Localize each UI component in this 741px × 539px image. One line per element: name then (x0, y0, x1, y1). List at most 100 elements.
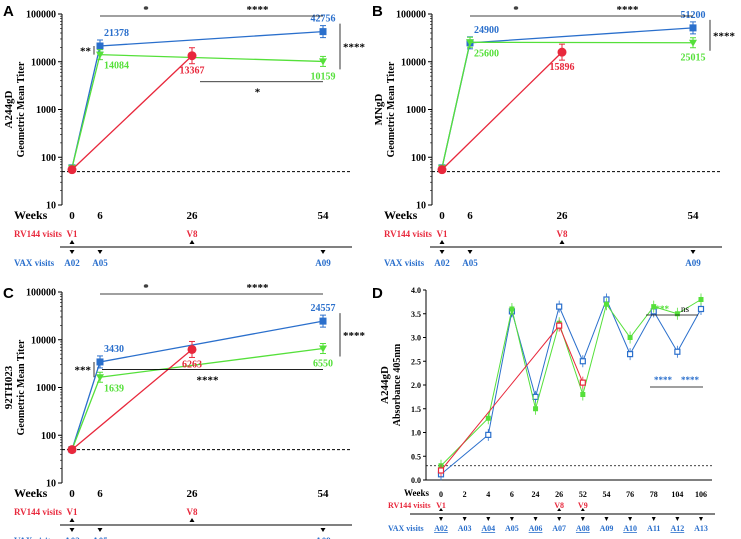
y-tick-label: 100 (41, 153, 56, 164)
vax-visit: A04 (481, 524, 495, 533)
data-point-green (533, 406, 539, 412)
y-axis-label-2: Absorbance 405nm (392, 343, 403, 426)
series-line-red (71, 55, 193, 171)
vax-label: VAX visits (14, 258, 55, 268)
chart-panel-b: B 10 100 1000 10000 100000 MNgD Geometric Mean … (372, 3, 736, 268)
timeline-arrow-up (189, 518, 195, 522)
vax-visit: A10 (623, 524, 637, 533)
data-label-blue: 42756 (311, 14, 336, 25)
data-point-green (627, 335, 633, 340)
timeline-arrow-down (467, 250, 473, 254)
data-point-blue (319, 28, 327, 36)
y-tick-label: 100 (411, 153, 426, 164)
vax-visit: A05 (462, 258, 478, 268)
series-line-red (441, 51, 563, 171)
timeline-arrow-down (604, 517, 609, 521)
data-label-blue: 3430 (104, 344, 124, 355)
weeks-label: Weeks (404, 488, 429, 498)
data-point-green (319, 345, 327, 353)
week-tick-label: 78 (650, 490, 658, 499)
sig-marker: ** (80, 45, 92, 57)
week-tick-label: 26 (555, 490, 563, 499)
week-tick-label: 0 (439, 490, 443, 499)
data-point-red (67, 445, 77, 455)
data-point-blue (319, 317, 327, 325)
sig-marker: **** (247, 4, 270, 16)
y-tick-label: 1000 (36, 383, 56, 394)
chart-panel-d: D 0.0 0.5 1.0 1.5 2.0 2.5 3.0 3.5 4.0 A244gD Absorb… (372, 285, 715, 533)
y-tick-label: 10000 (401, 57, 426, 68)
rv144-visit: V1 (67, 229, 78, 239)
week-tick-label: 6 (97, 488, 103, 500)
week-tick-label: 0 (439, 210, 445, 222)
week-tick-label: 26 (187, 210, 199, 222)
vax-visit: A02 (434, 524, 448, 533)
data-point-blue (697, 305, 705, 313)
y-tick-label: 100000 (26, 10, 56, 21)
weeks-label: Weeks (384, 208, 418, 222)
vax-visit: A09 (315, 536, 331, 539)
series-line-red (440, 324, 584, 471)
week-tick-label: 6 (97, 210, 103, 222)
weeks-label: Weeks (14, 208, 48, 222)
data-point-green (603, 301, 609, 307)
sig-marker: * (143, 282, 149, 294)
data-point-blue (689, 24, 697, 32)
week-tick-label: 6 (510, 490, 514, 499)
timeline-arrow-down (320, 528, 326, 532)
week-tick-label: 54 (318, 488, 330, 500)
data-point-red (187, 51, 197, 61)
timeline-arrow-down (675, 517, 680, 521)
data-label-green: 25600 (474, 48, 499, 59)
rv144-label: RV144 visits (14, 229, 62, 239)
data-point-blue (556, 303, 563, 310)
y-tick-label: 10 (416, 201, 426, 212)
y-tick-label: 1000 (406, 105, 426, 116)
data-point-blue (532, 393, 539, 400)
timeline-arrow-down (486, 517, 491, 521)
y-tick-label: 3.0 (411, 334, 421, 343)
data-label-green: 25015 (681, 53, 706, 64)
panel-label: A (3, 3, 14, 20)
timeline-arrow-up (69, 518, 75, 522)
data-label-blue: 51200 (681, 10, 706, 21)
timeline-arrow-up (557, 508, 562, 511)
week-tick-label: 24 (532, 490, 540, 499)
vax-label: VAX visits (384, 258, 425, 268)
data-label-green: 10159 (311, 71, 336, 82)
vax-visit: A07 (552, 524, 566, 533)
data-point-green (689, 39, 697, 47)
week-tick-label: 26 (557, 210, 569, 222)
y-tick-label: 4.0 (411, 286, 421, 295)
data-point-green (319, 58, 327, 66)
vax-visit: A05 (92, 536, 108, 539)
timeline-arrow-down (97, 250, 103, 254)
timeline-arrow-up (439, 240, 445, 244)
data-point-green (698, 297, 704, 302)
timeline-arrow-down (462, 517, 467, 521)
data-point-green (96, 374, 104, 382)
sig-marker: *** (75, 365, 92, 377)
panel-label: C (3, 285, 14, 302)
vax-visit: A05 (92, 258, 108, 268)
data-point-blue (96, 42, 104, 50)
week-tick-label: 52 (579, 490, 587, 499)
data-point-blue (96, 358, 104, 366)
chart-panel-a: A 10 100 1000 10000 100000 A244gD Geometric Mea… (3, 3, 366, 268)
data-point-red (437, 467, 445, 474)
panel-label: B (372, 3, 383, 20)
week-tick-label: 54 (602, 490, 610, 499)
data-point-red (556, 322, 563, 329)
y-axis-label: A244gD (3, 91, 15, 129)
chart-panel-c: C 10 100 1000 10000 100000 92TH023 Geometric Me… (3, 282, 366, 539)
vax-visit: A09 (315, 258, 331, 268)
rv144-visit: V1 (436, 501, 446, 510)
data-point-blue (674, 348, 681, 355)
y-tick-label: 2.0 (411, 381, 421, 390)
vax-visit: A05 (505, 524, 519, 533)
series-line-blue (71, 30, 324, 168)
sig-marker: **** (197, 374, 220, 386)
week-tick-label: 2 (463, 490, 467, 499)
data-label-green: 6550 (313, 359, 333, 370)
timeline-arrow-down (97, 528, 103, 532)
